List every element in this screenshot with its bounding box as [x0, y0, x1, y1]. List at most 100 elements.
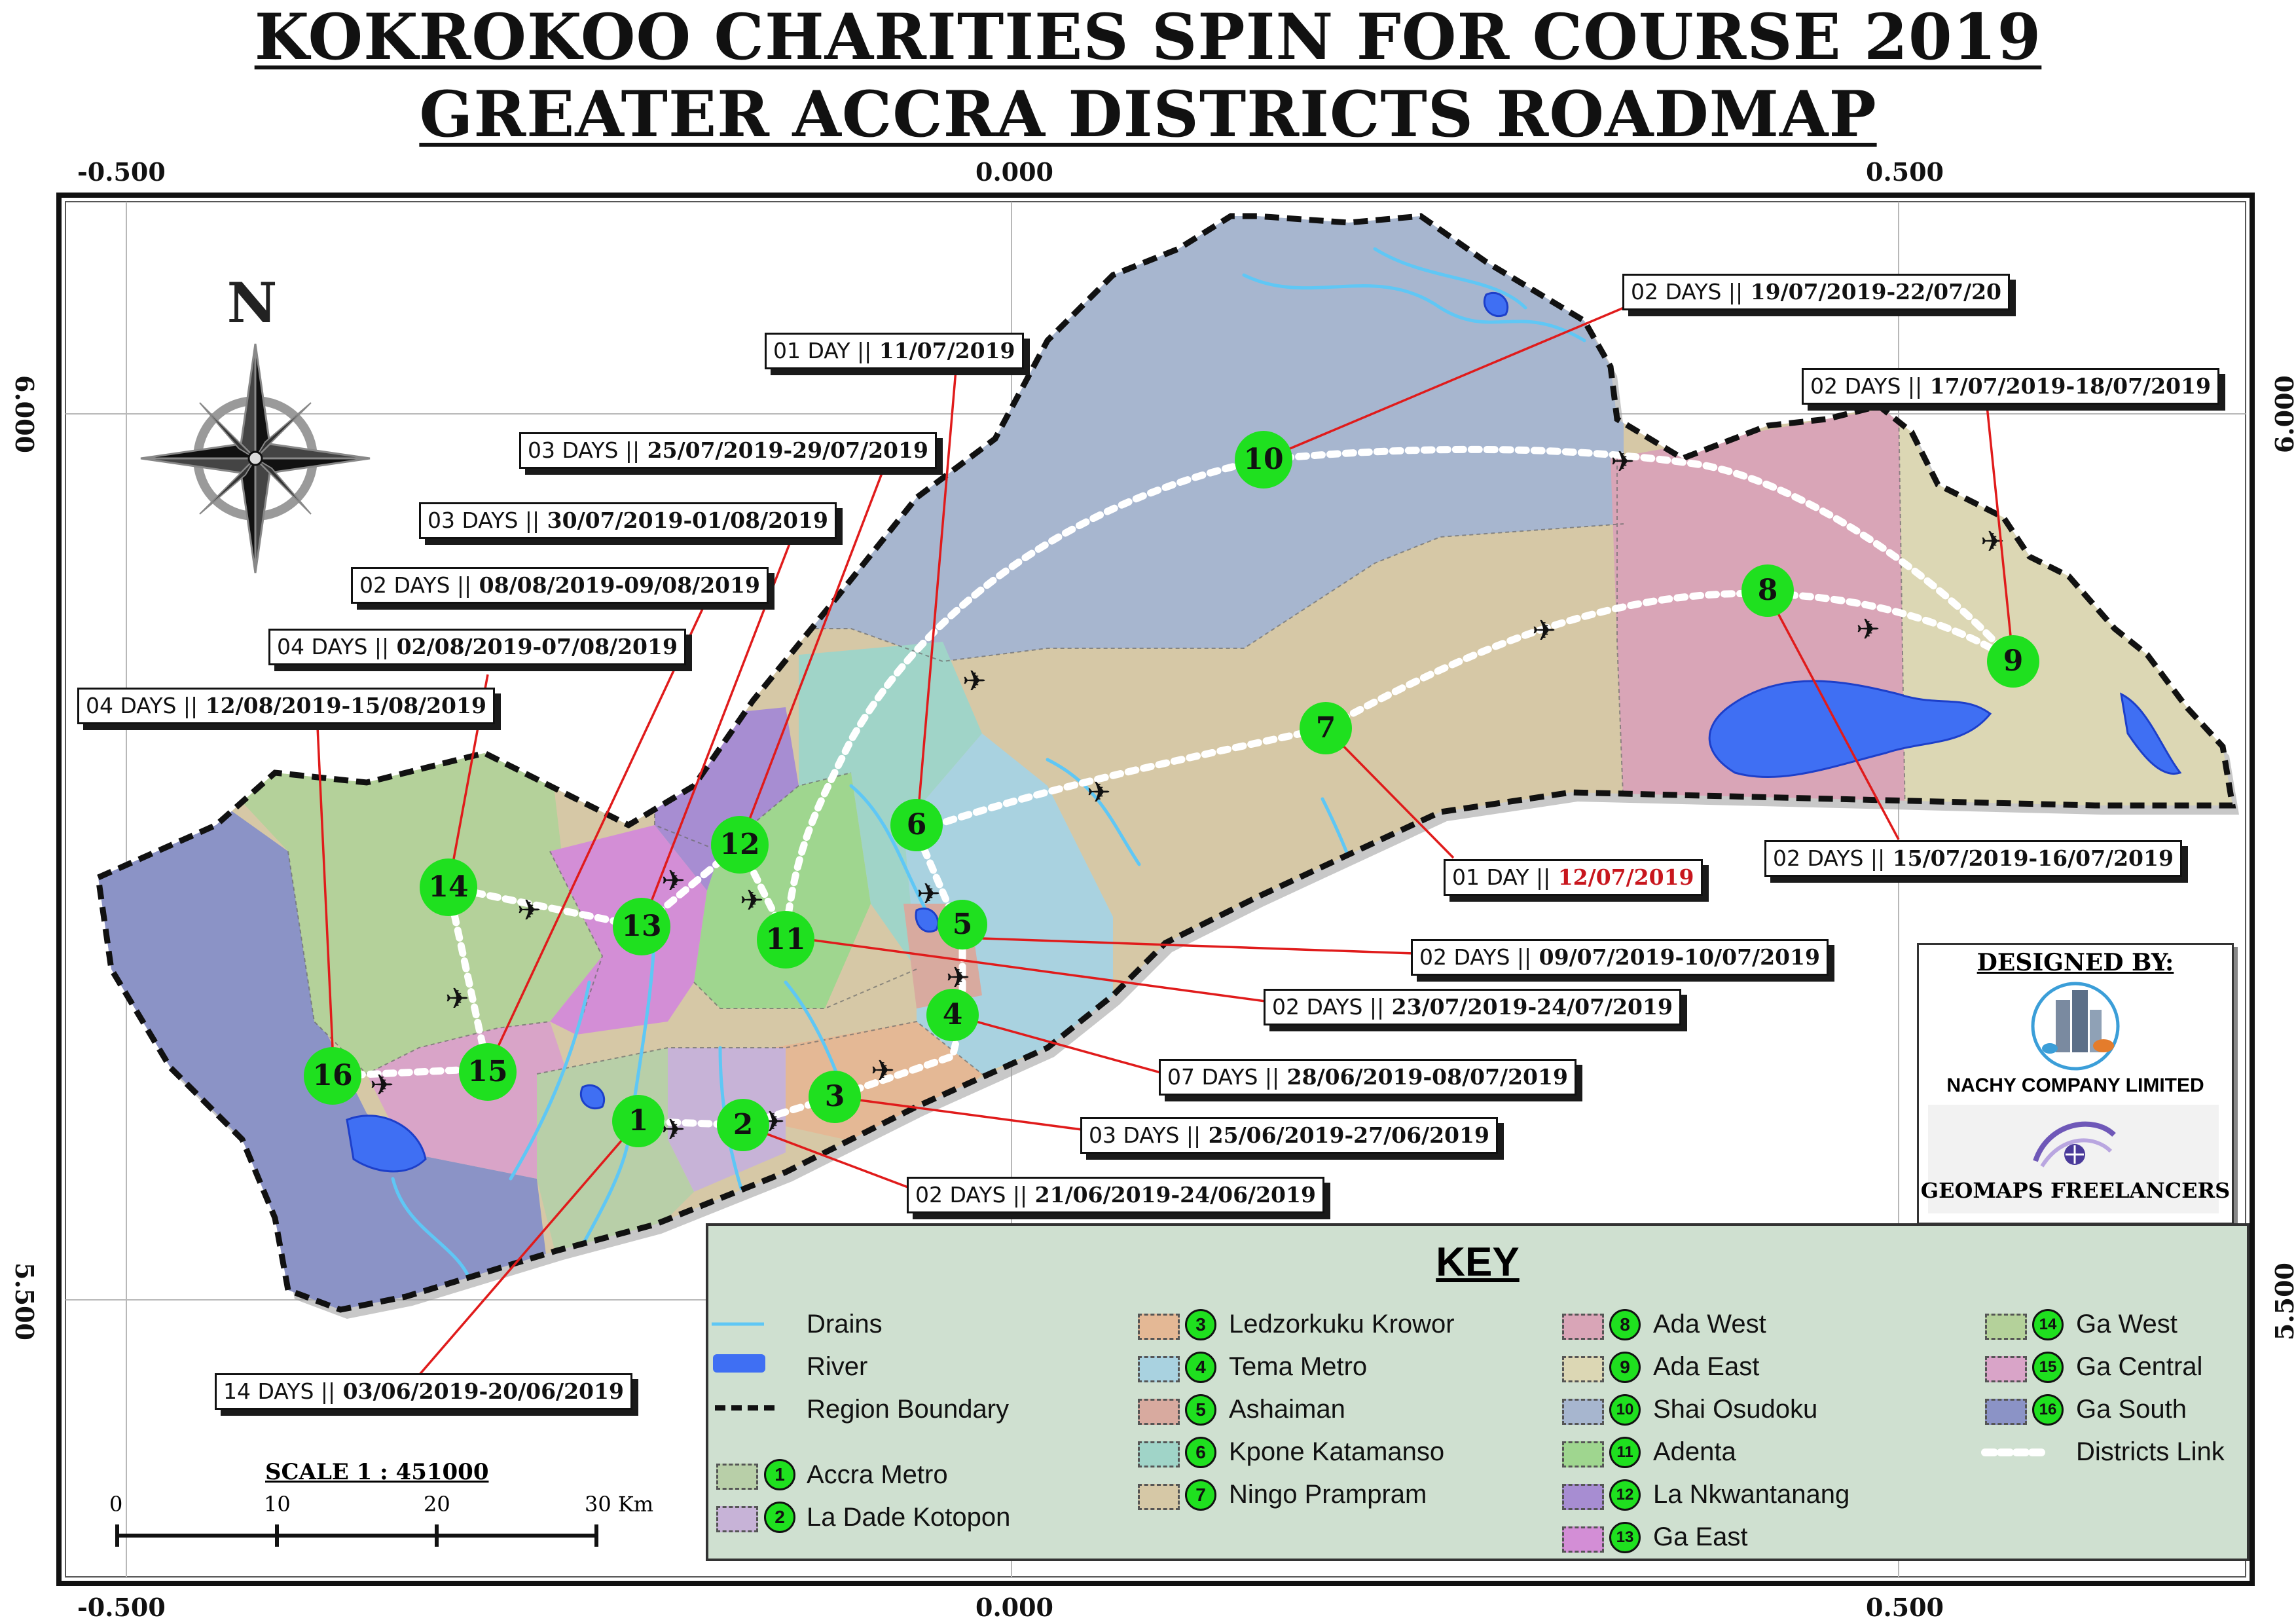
key-drains-label: Drains: [807, 1310, 883, 1338]
callout-stop-4: 07 DAYS || 28/06/2019-08/07/2019: [1159, 1059, 1576, 1096]
stop-marker-12: 12: [711, 816, 769, 874]
svg-text:✈: ✈: [661, 1113, 685, 1147]
callout-stop-6: 01 DAY || 11/07/2019: [765, 333, 1024, 369]
svg-text:✈: ✈: [370, 1069, 394, 1102]
key-districts-link-label: Districts Link: [2076, 1437, 2225, 1466]
region-boundary-legend-icon: [715, 1405, 780, 1411]
svg-text:✈: ✈: [1087, 776, 1111, 809]
key-swatch-3: [1138, 1314, 1180, 1340]
grid-label-bottom-center: 0.000: [975, 1593, 1053, 1622]
svg-text:7: 7: [1316, 711, 1336, 745]
stop-marker-6: 6: [890, 799, 943, 851]
designer-company-name: NACHY COMPANY LIMITED: [1946, 1075, 2204, 1096]
key-label-la-dade-kotopon: La Dade Kotopon: [807, 1503, 1011, 1532]
key-num-4: 4: [1185, 1352, 1216, 1383]
grid-label-bottom-east: 0.500: [1866, 1593, 1944, 1622]
stop-marker-7: 7: [1300, 702, 1352, 754]
key-label-ada-east: Ada East: [1653, 1352, 1760, 1381]
svg-text:11: 11: [765, 923, 805, 956]
callout-stop-3: 03 DAYS || 25/06/2019-27/06/2019: [1080, 1117, 1498, 1154]
north-label: N: [227, 270, 278, 335]
key-swatch-12: [1562, 1484, 1604, 1510]
svg-text:9: 9: [2003, 644, 2024, 678]
callout-stop-9: 02 DAYS || 17/07/2019-18/07/2019: [1802, 368, 2219, 405]
map-title-line-1: KOKROKOO CHARITIES SPIN FOR COURSE 2019: [254, 0, 2042, 74]
callout-stop-2: 02 DAYS || 21/06/2019-24/06/2019: [907, 1177, 1324, 1213]
callout-leader-lines: [316, 306, 2014, 1376]
svg-text:4: 4: [943, 998, 963, 1031]
key-num-15: 15: [2032, 1352, 2064, 1383]
grid-label-top-east: 0.500: [1866, 157, 1944, 187]
svg-text:✈: ✈: [740, 884, 764, 917]
svg-text:14: 14: [428, 870, 468, 904]
svg-text:2: 2: [733, 1108, 754, 1141]
key-swatch-16: [1985, 1399, 2027, 1425]
scale-tick-30: 30 Km: [585, 1492, 654, 1517]
designed-by-panel: DESIGNED BY: NACHY COMPANY LIMITED GEOMA…: [1917, 943, 2234, 1225]
key-swatch-10: [1562, 1399, 1604, 1425]
callout-stop-13: 03 DAYS || 30/07/2019-01/08/2019: [419, 502, 837, 539]
stop-marker-9: 9: [1987, 635, 2039, 688]
grid-label-top-west: -0.500: [77, 157, 166, 187]
callout-stop-14: 04 DAYS || 02/08/2019-07/08/2019: [268, 629, 686, 665]
svg-text:✈: ✈: [871, 1054, 895, 1088]
district-kpone-katamanso: [799, 642, 982, 969]
callout-stop-10: 02 DAYS || 19/07/2019-22/07/20: [1622, 274, 2011, 310]
key-label-ga-south: Ga South: [2076, 1395, 2187, 1424]
svg-text:✈: ✈: [1532, 614, 1556, 648]
stop-marker-10: 10: [1235, 431, 1292, 489]
key-num-16: 16: [2032, 1394, 2064, 1426]
designed-by-heading: DESIGNED BY:: [1977, 949, 2174, 976]
svg-text:13: 13: [621, 910, 661, 943]
svg-text:5: 5: [953, 908, 973, 941]
svg-text:1: 1: [629, 1104, 649, 1137]
key-num-13: 13: [1609, 1522, 1641, 1553]
key-label-ada-west: Ada West: [1653, 1310, 1766, 1338]
svg-text:✈: ✈: [962, 665, 987, 698]
key-num-7: 7: [1185, 1479, 1216, 1511]
map-title-line-2: GREATER ACCRA DISTRICTS ROADMAP: [419, 77, 1877, 151]
stop-marker-15: 15: [459, 1043, 517, 1101]
stop-marker-5: 5: [938, 900, 987, 950]
key-num-10: 10: [1609, 1394, 1641, 1426]
stop-marker-11: 11: [757, 911, 814, 969]
map-key-legend: KEY Drains River Region Boundary 1 Accra…: [706, 1223, 2250, 1561]
key-num-11: 11: [1609, 1437, 1641, 1468]
svg-text:✈: ✈: [661, 864, 685, 898]
svg-text:✈: ✈: [1611, 445, 1635, 479]
river-water-bodies: [346, 291, 2182, 1173]
district-accra-metro: [537, 1048, 694, 1257]
key-swatch-14: [1985, 1314, 2027, 1340]
key-label-tema-metro: Tema Metro: [1229, 1352, 1368, 1381]
key-num-9: 9: [1609, 1352, 1641, 1383]
scale-tick-10: 10: [264, 1492, 291, 1517]
svg-text:✈: ✈: [445, 982, 469, 1016]
key-swatch-2: [716, 1506, 758, 1532]
key-river-label: River: [807, 1352, 868, 1381]
stop-marker-14: 14: [420, 858, 477, 916]
key-num-5: 5: [1185, 1394, 1216, 1426]
stop-marker-1: 1: [612, 1095, 665, 1147]
callout-stop-16: 04 DAYS || 12/08/2019-15/08/2019: [77, 688, 495, 724]
svg-text:10: 10: [1243, 443, 1283, 476]
river-legend-icon: [713, 1354, 765, 1373]
callout-stop-15: 02 DAYS || 08/08/2019-09/08/2019: [351, 567, 769, 604]
callout-stop-8: 02 DAYS || 15/07/2019-16/07/2019: [1764, 840, 2182, 877]
key-region-boundary-label: Region Boundary: [807, 1395, 1010, 1424]
callout-stop-7: 01 DAY || 12/07/2019: [1444, 859, 1703, 896]
key-num-8: 8: [1609, 1309, 1641, 1340]
key-num-2: 2: [764, 1502, 795, 1533]
svg-text:✈: ✈: [1856, 613, 1880, 646]
stop-marker-16: 16: [304, 1047, 361, 1105]
scale-tick-0: 0: [109, 1492, 123, 1517]
callout-stop-12: 03 DAYS || 25/07/2019-29/07/2019: [519, 432, 937, 469]
key-title: KEY: [1436, 1240, 1520, 1285]
key-num-14: 14: [2032, 1309, 2064, 1340]
district-ga-west: [196, 753, 602, 1074]
key-label-ga-east: Ga East: [1653, 1522, 1748, 1551]
compass-rose-icon: [140, 343, 371, 574]
drains-legend-icon: [712, 1322, 764, 1326]
key-label-ga-west: Ga West: [2076, 1310, 2178, 1338]
route-airplane-markers: ✈ ✈ ✈ ✈ ✈ ✈ ✈ ✈ ✈ ✈ ✈ ✈ ✈ ✈ ✈ ✈: [370, 445, 2005, 1147]
stop-marker-3: 3: [809, 1071, 861, 1123]
